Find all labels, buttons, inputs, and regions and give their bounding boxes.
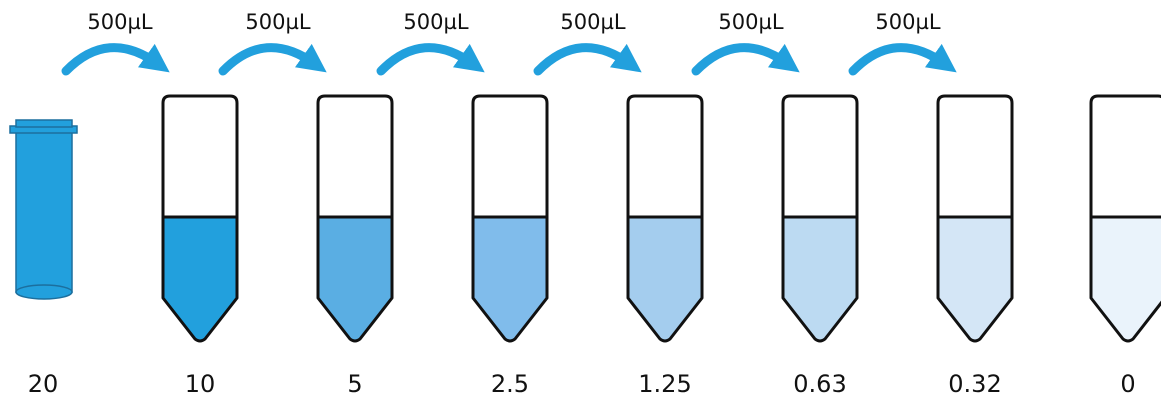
tube-concentration-label: 0 <box>1120 370 1136 398</box>
tube-liquid <box>938 217 1012 341</box>
transfer-label: 500µL <box>560 10 626 34</box>
tube-concentration-label: 2.5 <box>490 370 530 398</box>
tube-outline <box>626 94 704 343</box>
tube-liquid <box>783 217 857 341</box>
tube-liquid <box>318 217 392 341</box>
transfer-arrow-icon <box>61 43 170 76</box>
transfer-label: 500µL <box>718 10 784 34</box>
transfer-arrow-icon <box>376 43 485 76</box>
tube-outline <box>161 94 239 343</box>
transfer-label: 500µL <box>875 10 941 34</box>
tube-liquid <box>473 217 547 341</box>
tube-concentration-label: 5 <box>347 370 363 398</box>
tube-liquid <box>163 217 237 341</box>
transfer-label: 500µL <box>403 10 469 34</box>
tube-outline <box>471 94 549 343</box>
tube-concentration-label: 1.25 <box>638 370 692 398</box>
tube-concentration-label: 0.32 <box>948 370 1002 398</box>
tube-concentration-label: 10 <box>184 370 216 398</box>
stock-tube-cap <box>15 119 73 128</box>
stock-tube-bottom <box>15 284 73 300</box>
tube-concentration-label: 0.63 <box>793 370 847 398</box>
tube-liquid <box>1091 217 1161 341</box>
transfer-arrow-icon <box>848 43 957 76</box>
stock-concentration-label: 20 <box>27 370 59 398</box>
transfer-arrow-icon <box>218 43 327 76</box>
transfer-label: 500µL <box>87 10 153 34</box>
tube-outline <box>781 94 859 343</box>
tube-outline <box>316 94 394 343</box>
transfer-arrow-icon <box>691 43 800 76</box>
tube-outline <box>1089 94 1161 343</box>
tube-outline <box>936 94 1014 343</box>
transfer-label: 500µL <box>245 10 311 34</box>
stock-tube-body <box>15 131 73 293</box>
transfer-arrow-icon <box>533 43 642 76</box>
tube-liquid <box>628 217 702 341</box>
